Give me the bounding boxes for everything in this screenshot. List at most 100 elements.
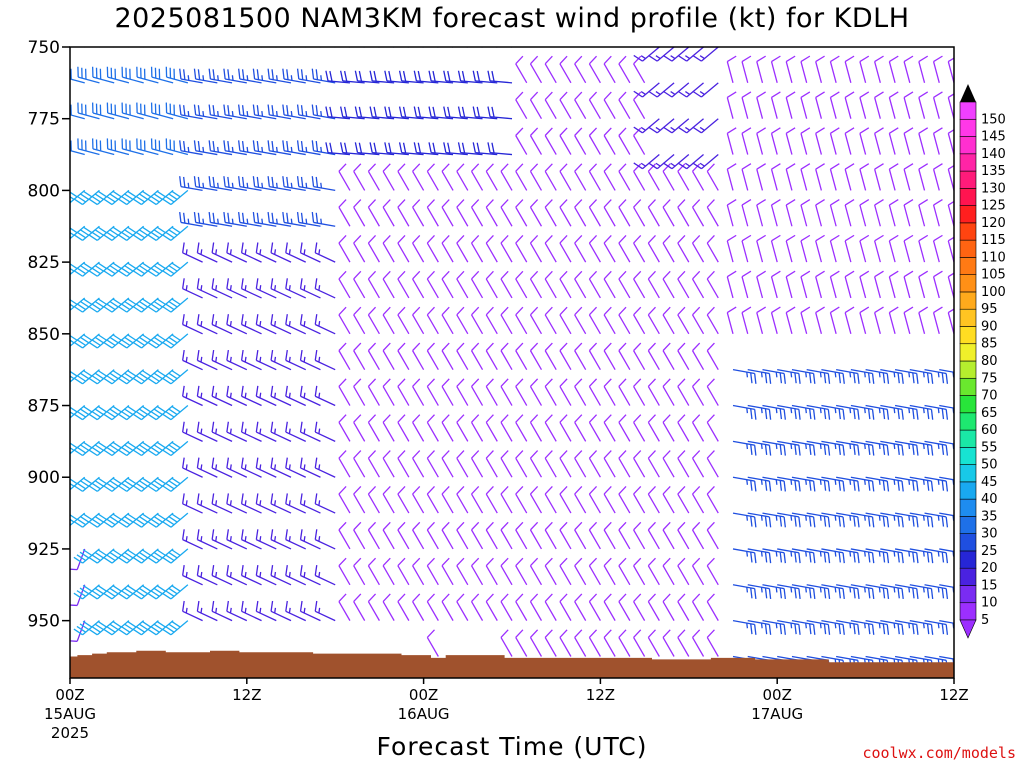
wind-barb [918, 270, 929, 299]
colorbar-label: 145 [981, 130, 1006, 145]
wind-barb [559, 593, 572, 621]
wind-barb [677, 378, 690, 406]
wind-barb [208, 211, 233, 227]
x-tick-label: 00Z [55, 686, 84, 704]
wind-barb [357, 47, 365, 48]
wind-barb [161, 440, 189, 457]
wind-barb [529, 378, 543, 406]
wind-barb [211, 242, 233, 263]
y-tick-label: 750 [28, 38, 60, 58]
wind-barb [633, 414, 646, 442]
wind-barb [633, 378, 646, 406]
wind-barb [918, 234, 929, 263]
wind-barb [706, 593, 719, 621]
wind-barb [515, 414, 528, 442]
wind-barb [588, 557, 601, 586]
wind-barb [117, 548, 145, 564]
wind-barb [487, 106, 513, 120]
wind-barb [574, 270, 587, 299]
wind-barb [500, 450, 513, 478]
wind-barb [918, 306, 929, 334]
wind-barb [932, 163, 943, 191]
wind-barb [747, 548, 772, 564]
x-tick-sublabel: 2025 [51, 724, 89, 742]
wind-barb [367, 593, 380, 621]
wind-barb [706, 414, 719, 442]
wind-barb [777, 512, 801, 528]
wind-barb [353, 521, 366, 550]
wind-barb [515, 55, 528, 84]
colorbar-cell [959, 602, 977, 621]
wind-barb [874, 91, 884, 119]
wind-barb [441, 342, 454, 370]
wind-barb [785, 91, 796, 119]
wind-barb [299, 349, 321, 371]
wind-barb [73, 261, 100, 277]
colorbar-cell [959, 481, 977, 500]
wind-barb [456, 270, 469, 299]
x-axis-title: Forecast Time (UTC) [376, 732, 648, 761]
wind-barb [706, 342, 719, 370]
wind-barb [314, 600, 336, 622]
wind-barb [102, 369, 130, 385]
wind-barb [314, 421, 336, 442]
wind-barb [662, 118, 690, 134]
wind-barb [412, 450, 425, 478]
wind-barb [633, 342, 646, 370]
colorbar-label: 90 [981, 319, 998, 334]
wind-barb [588, 521, 601, 550]
wind-barb [924, 476, 949, 492]
wind-barb [91, 66, 115, 84]
wind-barb [397, 163, 410, 191]
wind-barb [747, 369, 772, 384]
wind-barb [662, 485, 675, 514]
wind-barb [331, 47, 336, 48]
wind-barb [314, 493, 336, 514]
wind-barb [255, 565, 277, 586]
wind-barb [285, 278, 307, 299]
wind-barb [662, 235, 675, 263]
wind-barb [888, 55, 899, 84]
wind-barb [412, 270, 425, 299]
wind-barb [691, 414, 705, 442]
wind-barb [470, 163, 484, 191]
wind-barb [529, 593, 543, 621]
credit-link[interactable]: coolwx.com/models [862, 744, 1016, 762]
wind-barb [762, 440, 786, 456]
wind-barb [208, 140, 233, 156]
wind-barb [603, 521, 616, 550]
wind-barb [633, 118, 660, 134]
wind-barb [470, 306, 484, 335]
wind-barb [426, 163, 439, 191]
wind-barb [633, 557, 646, 586]
wind-barb [756, 198, 766, 227]
wind-barb [426, 593, 439, 621]
wind-barb [800, 306, 811, 334]
wind-barb [338, 485, 351, 514]
wind-barb [932, 127, 943, 155]
wind-barb [132, 476, 159, 492]
wind-barb [426, 450, 439, 478]
plot-frame [69, 46, 955, 679]
wind-barb [226, 493, 248, 514]
wind-barb [73, 225, 100, 241]
wind-barb [117, 297, 145, 313]
x-tick-sublabel: 17AUG [751, 705, 803, 723]
wind-barb [441, 199, 454, 227]
wind-barb [179, 68, 203, 84]
wind-barb [815, 91, 825, 119]
wind-barb [311, 68, 336, 84]
wind-barb [412, 306, 425, 335]
wind-barb [756, 55, 766, 84]
wind-barb [282, 176, 306, 192]
wind-barb [726, 198, 737, 227]
wind-barb [932, 234, 943, 263]
y-tick-label: 950 [28, 612, 60, 632]
wind-barb [588, 378, 601, 406]
wind-barb [470, 450, 484, 478]
wind-barb [874, 234, 884, 263]
chart-title: 2025081500 NAM3KM forecast wind profile … [114, 3, 910, 34]
colorbar-label: 25 [981, 544, 998, 559]
colorbar-cell [959, 377, 977, 396]
wind-barb [588, 270, 601, 299]
